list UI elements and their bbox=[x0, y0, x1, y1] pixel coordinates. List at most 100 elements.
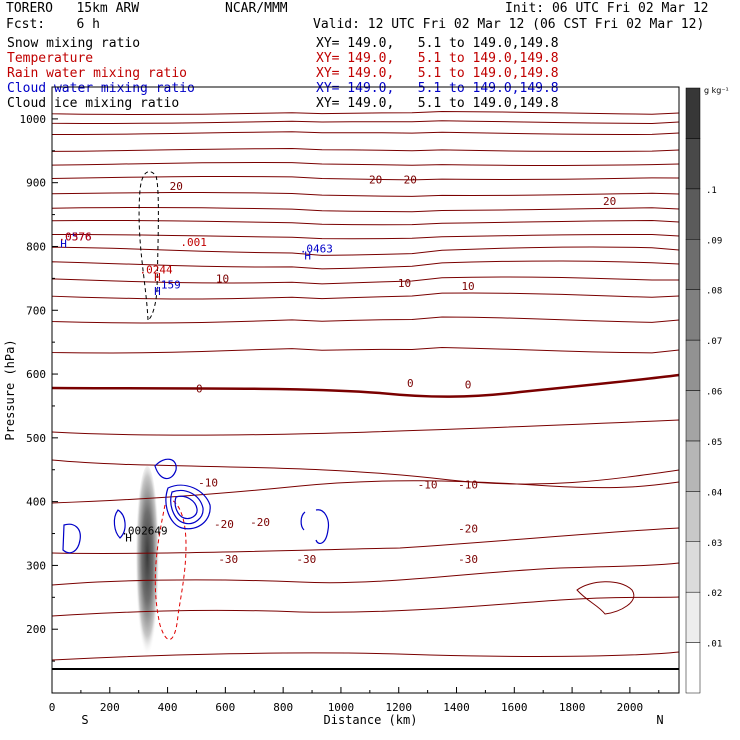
org-title: NCAR/MMM bbox=[225, 1, 288, 16]
cloud-water-contour bbox=[170, 489, 204, 525]
legend-cloudice-xy: XY= 149.0, 5.1 to 149.0,149.8 bbox=[316, 96, 559, 111]
colorbar-box bbox=[685, 491, 701, 543]
temperature-contour bbox=[51, 131, 680, 136]
colorbar-box bbox=[685, 138, 701, 190]
temperature-contour bbox=[51, 527, 680, 554]
colorbar-box bbox=[685, 642, 701, 694]
temperature-contour bbox=[51, 110, 680, 116]
x-tick-label: 1800 bbox=[559, 701, 586, 714]
temperature-contour bbox=[51, 176, 680, 181]
colorbar-label: .09 bbox=[706, 236, 722, 246]
temperature-contour bbox=[51, 459, 680, 485]
y-tick-label: 500 bbox=[26, 432, 46, 445]
temperature-contour-label: -30 bbox=[296, 553, 316, 566]
temperature-contour bbox=[51, 276, 679, 285]
y-tick-label: 1000 bbox=[20, 113, 47, 126]
temperature-contour-label: 10 bbox=[398, 277, 411, 290]
colorbar-box bbox=[685, 239, 701, 290]
temperature-contour-label: -30 bbox=[458, 553, 478, 566]
legend-temperature-xy: XY= 149.0, 5.1 to 149.0,149.8 bbox=[316, 51, 559, 66]
extremum-label: H bbox=[154, 285, 161, 298]
y-tick-label: 900 bbox=[26, 177, 46, 190]
extremum-label: H bbox=[125, 531, 132, 544]
cloud-water-contour bbox=[154, 458, 177, 480]
colorbar-label: .1 bbox=[706, 186, 717, 196]
x-tick-label: 2000 bbox=[617, 701, 644, 714]
legend-rain-name: Rain water mixing ratio bbox=[7, 66, 188, 81]
temperature-contour-label: -20 bbox=[250, 516, 270, 529]
x-tick-label: 1400 bbox=[443, 701, 470, 714]
snow-shading bbox=[135, 466, 160, 667]
temperature-contour-label: -30 bbox=[218, 553, 238, 566]
temperature-contour bbox=[51, 480, 680, 504]
temperature-contour bbox=[51, 234, 680, 240]
temperature-contour-label: 20 bbox=[404, 173, 417, 186]
temperature-contour-label: 20 bbox=[603, 195, 616, 208]
colorbar-label: .06 bbox=[706, 388, 722, 398]
colorbar-box bbox=[685, 289, 701, 341]
colorbar-label: .07 bbox=[706, 337, 722, 347]
legend-snow-xy: XY= 149.0, 5.1 to 149.0,149.8 bbox=[316, 36, 559, 51]
temperature-contour bbox=[51, 147, 680, 153]
y-tick-label: 400 bbox=[26, 496, 46, 509]
temperature-contour-label: 0 bbox=[407, 377, 414, 390]
y-tick-label: 700 bbox=[26, 304, 46, 317]
temperature-contour-label: 20 bbox=[170, 180, 183, 193]
legend-rain-xy: XY= 149.0, 5.1 to 149.0,149.8 bbox=[316, 66, 559, 81]
temperature-contour bbox=[51, 651, 680, 661]
y-tick-label: 200 bbox=[26, 623, 46, 636]
colorbar-box bbox=[685, 390, 701, 442]
valid-time: Valid: 12 UTC Fri 02 Mar 12 (06 CST Fri … bbox=[313, 17, 705, 32]
colorbar-label: .04 bbox=[706, 488, 722, 498]
x-tick-label: 1600 bbox=[501, 701, 528, 714]
temperature-contour bbox=[51, 120, 680, 125]
temperature-contour bbox=[51, 192, 680, 197]
extremum-label: .002649 bbox=[121, 524, 167, 537]
y-tick-label: 600 bbox=[26, 368, 46, 381]
colorbar-box bbox=[685, 541, 701, 593]
extremum-label: .0576 bbox=[59, 230, 92, 243]
extremum-label: H bbox=[304, 249, 311, 262]
colorbar-unit: g kg⁻¹ bbox=[704, 86, 729, 95]
temperature-contour-label: 0 bbox=[465, 378, 472, 391]
legend-snow-name: Snow mixing ratio bbox=[7, 36, 141, 51]
legend-cloudwater-xy: XY= 149.0, 5.1 to 149.0,149.8 bbox=[316, 81, 559, 96]
colorbar-label: .01 bbox=[706, 640, 722, 650]
colorbar-label: .05 bbox=[706, 438, 722, 448]
temperature-contour-label: -10 bbox=[418, 478, 438, 491]
x-tick-label: 1000 bbox=[328, 701, 355, 714]
temperature-contour-label: -20 bbox=[458, 522, 478, 535]
temperature-contour bbox=[51, 246, 680, 256]
temperature-contour-label: 10 bbox=[461, 280, 474, 293]
snow-contour bbox=[138, 171, 159, 321]
extremum-label: .0376 bbox=[59, 230, 92, 243]
legend-cloudice-name: Cloud ice mixing ratio bbox=[7, 96, 180, 111]
colorbar-box bbox=[685, 87, 701, 139]
north-label: N bbox=[656, 713, 663, 727]
cloud-water-contour bbox=[165, 484, 211, 530]
colorbar-label: .08 bbox=[706, 287, 722, 297]
freezing-level-contour bbox=[51, 373, 680, 398]
temperature-contour bbox=[51, 346, 680, 354]
extremum-label: .0244 bbox=[139, 263, 172, 276]
colorbar-box bbox=[685, 339, 701, 391]
temperature-contour bbox=[51, 161, 680, 166]
x-axis-title: Distance (km) bbox=[324, 713, 418, 727]
colorbar-label: .03 bbox=[706, 539, 722, 549]
x-tick-label: 800 bbox=[273, 701, 293, 714]
colorbar-box bbox=[685, 591, 701, 643]
x-tick-label: 200 bbox=[100, 701, 120, 714]
cloud-water-contour bbox=[113, 509, 126, 539]
temperature-contour bbox=[51, 562, 680, 586]
temperature-contour bbox=[51, 596, 680, 617]
cloud-water-contour bbox=[300, 511, 306, 531]
temperature-contour bbox=[51, 292, 680, 300]
x-tick-label: 400 bbox=[158, 701, 178, 714]
extremum-label: .159 bbox=[154, 279, 181, 292]
temperature-contour bbox=[51, 260, 680, 270]
rain-contour bbox=[154, 499, 187, 640]
temperature-contour bbox=[51, 206, 680, 213]
legend-cloudwater-name: Cloud water mixing ratio bbox=[7, 81, 195, 96]
extremum-label: .001 bbox=[180, 236, 207, 249]
